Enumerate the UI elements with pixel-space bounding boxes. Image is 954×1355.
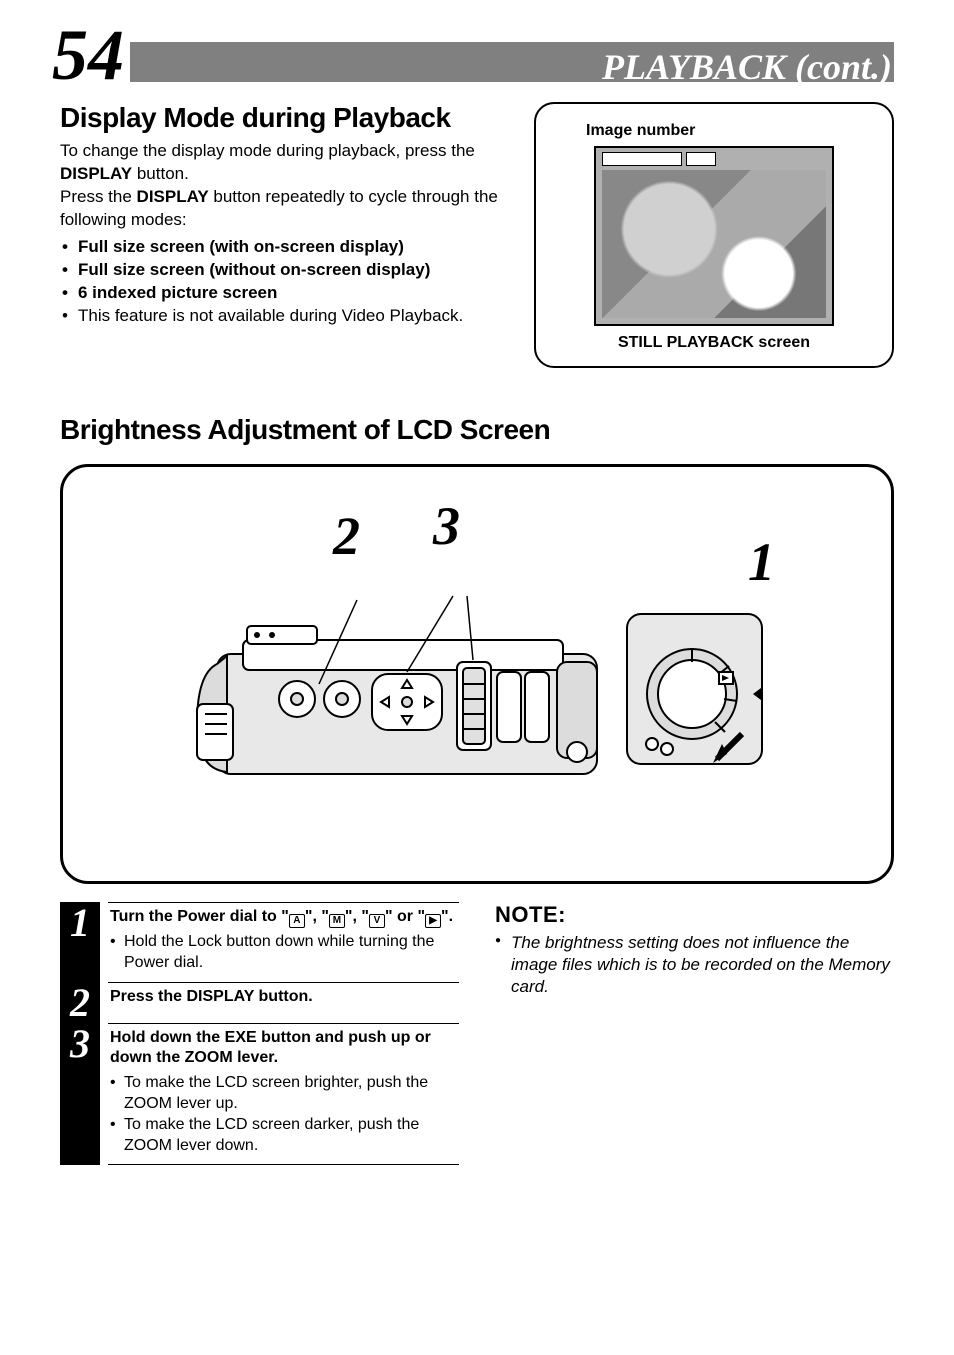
step-sub-list: Hold the Lock button down while turning … <box>110 932 459 974</box>
section1-bullets: Full size screen (with on-screen display… <box>60 236 504 328</box>
mode-v-icon: V <box>369 914 385 928</box>
text: To change the display mode during playba… <box>60 141 475 160</box>
step-sub-item: Hold the Lock button down while turning … <box>110 932 459 974</box>
step-title: Turn the Power dial to "A", "M", "V" or … <box>110 907 459 928</box>
camera-diagram-panel: 2 3 1 <box>60 464 894 884</box>
osd-counter-icon <box>686 152 716 166</box>
step-number-cell: 1 <box>60 903 100 982</box>
text: ", " <box>305 908 329 925</box>
text: ". <box>441 908 453 925</box>
header-title: PLAYBACK (cont.) <box>602 46 894 88</box>
screen-panel: Image number STILL PLAYBACK screen <box>534 102 894 368</box>
bullet-item: This feature is not available during Vid… <box>60 305 504 328</box>
text: Press the <box>60 187 137 206</box>
still-playback-label: STILL PLAYBACK screen <box>618 334 810 352</box>
page-number: 54 <box>52 14 124 97</box>
step-sub-item: To make the LCD screen darker, push the … <box>110 1115 459 1157</box>
step-title: Hold down the EXE button and push up or … <box>110 1028 459 1070</box>
mode-play-icon: ▶ <box>425 914 441 928</box>
camera-illustration <box>157 544 797 804</box>
text: Turn the Power dial to " <box>110 908 289 925</box>
header-bar: PLAYBACK (cont.) <box>130 42 894 82</box>
step-sub-list: To make the LCD screen brighter, push th… <box>110 1073 459 1156</box>
text: ", " <box>345 908 369 925</box>
callout-3: 3 <box>433 495 460 557</box>
step-divider <box>108 1164 459 1165</box>
text-bold: DISPLAY <box>60 164 132 183</box>
step-row: 1 Turn the Power dial to "A", "M", "V" o… <box>60 903 459 982</box>
note-column: NOTE: The brightness setting does not in… <box>495 902 894 1165</box>
steps-wrap: 1 Turn the Power dial to "A", "M", "V" o… <box>60 902 459 1165</box>
step-row: 2 Press the DISPLAY button. <box>60 983 459 1023</box>
section-title: Display Mode during Playback <box>60 102 504 134</box>
note-title: NOTE: <box>495 902 894 928</box>
step-title: Press the DISPLAY button. <box>110 987 459 1008</box>
step-number-cell: 2 <box>60 983 100 1023</box>
still-playback-screen <box>594 146 834 326</box>
step-number-cell: 3 <box>60 1024 100 1165</box>
step-sub-item: To make the LCD screen brighter, push th… <box>110 1073 459 1115</box>
note-item: The brightness setting does not influenc… <box>495 932 894 998</box>
steps-column: 1 Turn the Power dial to "A", "M", "V" o… <box>60 902 459 1165</box>
text-bold: DISPLAY <box>137 187 209 206</box>
sample-image <box>602 170 826 318</box>
step-number: 2 <box>60 983 100 1023</box>
page: 54 PLAYBACK (cont.) Display Mode during … <box>0 0 954 1355</box>
lower-block: 1 Turn the Power dial to "A", "M", "V" o… <box>60 902 894 1165</box>
mode-m-icon: M <box>329 914 345 928</box>
upper-block: Display Mode during Playback To change t… <box>60 102 894 368</box>
step-body: Press the DISPLAY button. <box>100 983 459 1023</box>
step-body: Turn the Power dial to "A", "M", "V" or … <box>100 903 459 982</box>
section1-para1: To change the display mode during playba… <box>60 140 504 186</box>
step-number: 3 <box>60 1024 100 1064</box>
osd-bar-icon <box>602 152 682 166</box>
page-header: 54 PLAYBACK (cont.) <box>60 32 894 92</box>
display-mode-section: Display Mode during Playback To change t… <box>60 102 504 368</box>
step-row: 3 Hold down the EXE button and push up o… <box>60 1024 459 1165</box>
camera-top-view <box>197 596 597 774</box>
mode-a-icon: A <box>289 914 305 928</box>
screen-panel-col: Image number STILL PLAYBACK screen <box>534 102 894 368</box>
bullet-item: 6 indexed picture screen <box>60 282 504 305</box>
note-list: The brightness setting does not influenc… <box>495 932 894 998</box>
brightness-section-title: Brightness Adjustment of LCD Screen <box>60 414 894 446</box>
section1-para2: Press the DISPLAY button repeatedly to c… <box>60 186 504 232</box>
text: " or " <box>385 908 425 925</box>
steps-inner: 1 Turn the Power dial to "A", "M", "V" o… <box>60 902 459 1165</box>
camera-side-view <box>627 614 762 764</box>
text: button. <box>132 164 189 183</box>
callout-2: 2 <box>333 505 360 567</box>
callout-1: 1 <box>748 531 775 593</box>
bullet-item: Full size screen (without on-screen disp… <box>60 259 504 282</box>
image-number-label: Image number <box>586 122 695 140</box>
step-body: Hold down the EXE button and push up or … <box>100 1024 459 1165</box>
step-number: 1 <box>60 903 100 943</box>
bullet-item: Full size screen (with on-screen display… <box>60 236 504 259</box>
